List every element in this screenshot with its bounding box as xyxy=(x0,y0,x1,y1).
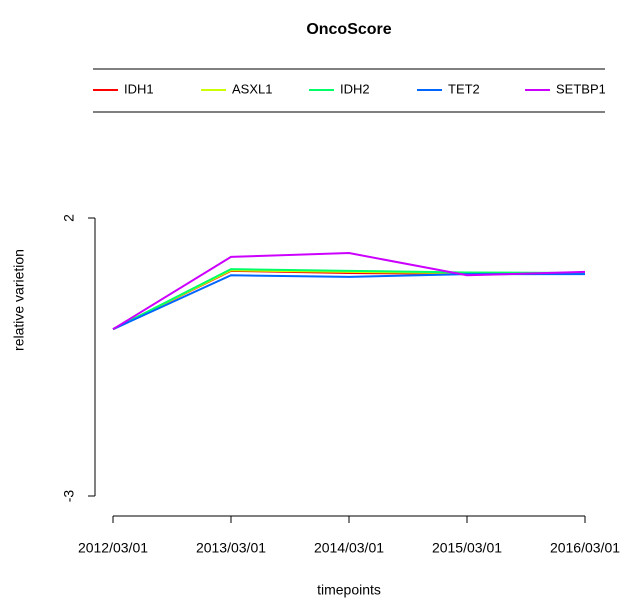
x-tick-label: 2012/03/01 xyxy=(78,540,148,556)
x-axis-label: timepoints xyxy=(317,582,381,598)
chart-title: OncoScore xyxy=(306,21,391,38)
x-tick-label: 2015/03/01 xyxy=(432,540,502,556)
x-tick-label: 2014/03/01 xyxy=(314,540,384,556)
series-line xyxy=(112,273,585,331)
x-tick-label: 2016/03/01 xyxy=(550,540,620,556)
series-line xyxy=(112,269,585,331)
legend-label: ASXL1 xyxy=(232,81,272,96)
legend-label: SETBP1 xyxy=(556,81,606,96)
series-line xyxy=(112,268,586,331)
y-axis-label: relative varietion xyxy=(11,249,27,351)
legend-label: TET2 xyxy=(448,81,480,96)
legend: IDH1 ASXL1 IDH2 TET2 SETBP1 xyxy=(93,81,606,96)
y-tick-label: 2 xyxy=(61,214,77,222)
y-tick-label: -3 xyxy=(61,490,77,503)
series-line xyxy=(112,252,586,331)
legend-label: IDH2 xyxy=(340,81,370,96)
series-line xyxy=(112,269,586,331)
x-tick-label: 2013/03/01 xyxy=(196,540,266,556)
legend-label: IDH1 xyxy=(124,81,154,96)
